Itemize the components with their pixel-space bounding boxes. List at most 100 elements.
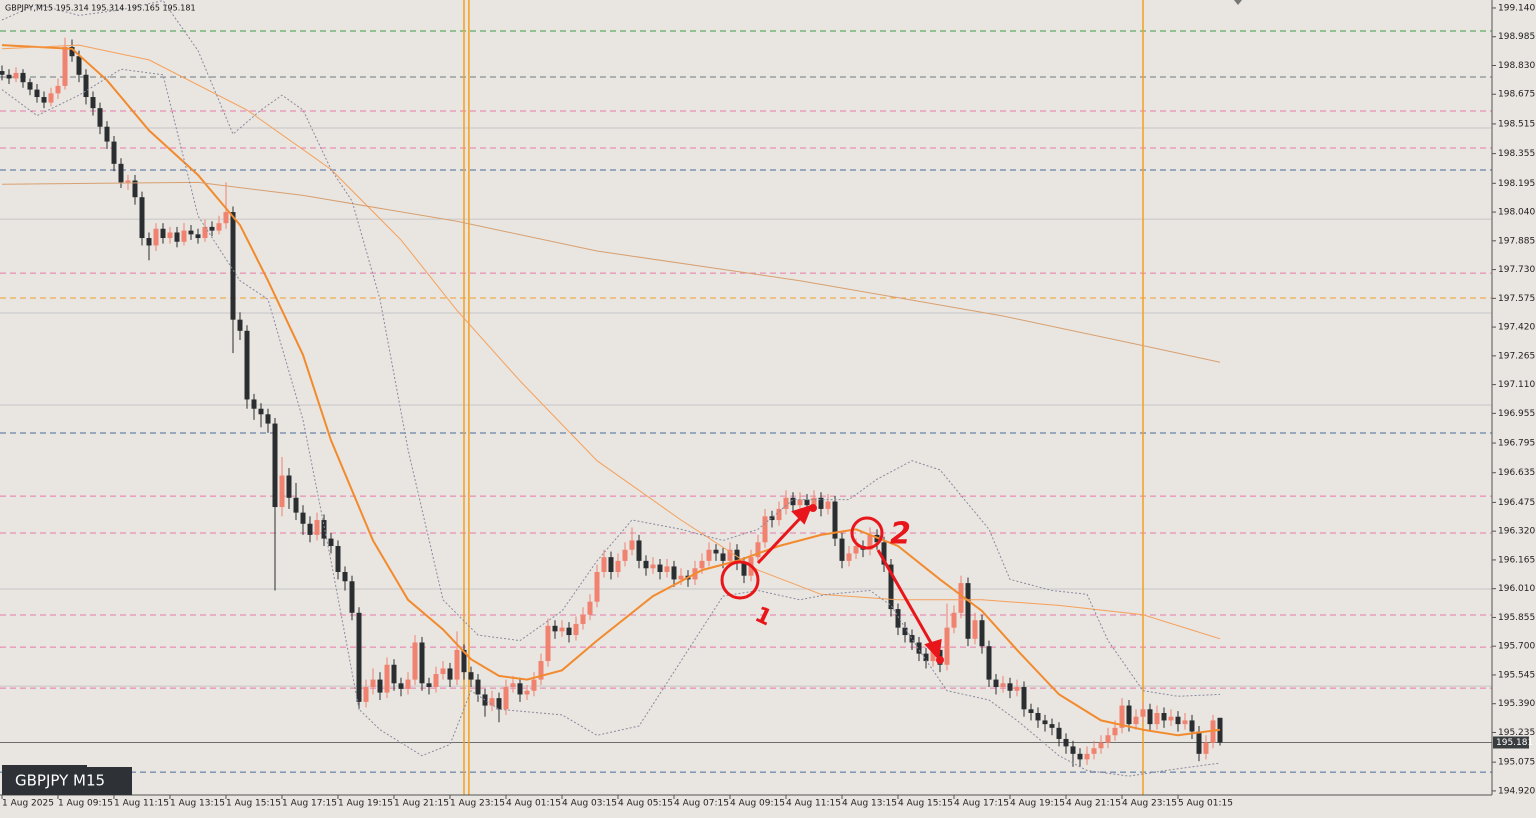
- candle-body: [902, 627, 908, 636]
- x-tick-label: 4 Aug 13:15: [842, 799, 897, 809]
- candle-body: [580, 614, 586, 624]
- candle-body: [489, 698, 495, 706]
- candle-body: [69, 46, 75, 57]
- candle-body: [888, 564, 894, 610]
- price-tag: [1493, 736, 1529, 749]
- candle-body: [230, 212, 236, 320]
- x-tick-label: 1 Aug 2025: [2, 799, 54, 809]
- candle-body: [1196, 731, 1202, 754]
- y-tick-label: 194.920: [1498, 786, 1535, 796]
- candle-body: [258, 408, 264, 415]
- candle-body: [195, 234, 201, 239]
- y-tick-label: 196.165: [1498, 555, 1535, 565]
- candle-body: [496, 698, 502, 710]
- candle-body: [251, 399, 257, 409]
- candle-body: [1119, 705, 1125, 728]
- candle-body: [104, 126, 110, 142]
- candle-body: [881, 542, 887, 565]
- axes: 199.140 198.985 198.830 198.675 198.515 198.3…: [1, 3, 1535, 809]
- candle-body: [1028, 709, 1034, 713]
- candle-body: [1007, 683, 1013, 691]
- candle-body: [202, 226, 208, 239]
- candle-body: [699, 560, 705, 569]
- candle-body: [125, 180, 131, 183]
- candle-body: [664, 566, 670, 572]
- candle-body: [853, 546, 859, 554]
- candle-body: [97, 108, 103, 127]
- x-tick-label: 1 Aug 13:15: [170, 799, 225, 809]
- y-tick-label: 198.515: [1498, 119, 1535, 129]
- candle-body: [727, 549, 733, 561]
- candle-body: [762, 516, 768, 543]
- candle-body: [55, 85, 61, 94]
- candle-body: [146, 238, 152, 246]
- candle-body: [510, 683, 516, 688]
- chart-header: GBPJPY,M15 195.314 195.314 195.165 195.1…: [5, 4, 196, 13]
- candle-body: [503, 687, 509, 710]
- indicator-line: [1, 44, 1221, 640]
- candle-body: [1091, 748, 1097, 754]
- candle-body: [237, 319, 243, 331]
- y-tick-label: 196.795: [1498, 439, 1535, 449]
- candle-body: [867, 534, 873, 550]
- annotation: 2: [890, 517, 911, 552]
- candle-body: [1175, 716, 1181, 725]
- candle-body: [174, 232, 180, 242]
- candle-body: [349, 581, 355, 613]
- x-tick-label: 1 Aug 17:15: [282, 799, 337, 809]
- candle-body: [440, 668, 446, 675]
- x-tick-label: 1 Aug 09:15: [58, 799, 113, 809]
- candle-body: [818, 497, 824, 509]
- candle-body: [363, 687, 369, 702]
- x-tick-label: 4 Aug 15:15: [898, 799, 953, 809]
- candle-body: [1147, 709, 1153, 725]
- candle-body: [13, 72, 19, 79]
- x-tick-label: 1 Aug 21:15: [394, 799, 449, 809]
- candle-body: [1035, 712, 1041, 721]
- circle-marker: [720, 560, 760, 600]
- candle-body: [90, 97, 96, 109]
- x-tick-label: 4 Aug 17:15: [954, 799, 1009, 809]
- candle-body: [1126, 705, 1132, 725]
- candle-body: [636, 540, 642, 561]
- candle-body: [286, 475, 292, 498]
- x-tick-label: 1 Aug 19:15: [338, 799, 393, 809]
- y-tick-label: 197.420: [1498, 323, 1535, 333]
- candle-body: [573, 623, 579, 636]
- x-tick-label: 4 Aug 05:15: [618, 799, 673, 809]
- candle-body: [1168, 716, 1174, 721]
- candle-body: [650, 564, 656, 569]
- candle-body: [944, 627, 950, 665]
- candle-body: [566, 627, 572, 636]
- candle-body: [419, 642, 425, 684]
- candle-body: [979, 620, 985, 647]
- y-tick-label: 198.195: [1498, 179, 1535, 189]
- candle-body: [552, 625, 558, 632]
- candle-body: [1161, 712, 1167, 721]
- candle-body: [468, 672, 474, 680]
- candle-body: [1049, 724, 1055, 728]
- y-tick-label: 195.545: [1498, 670, 1535, 680]
- candle-body: [398, 683, 404, 689]
- candle-body: [832, 501, 838, 539]
- y-tick-label: 195.235: [1498, 728, 1535, 738]
- candle-body: [76, 56, 82, 75]
- candle-body: [657, 564, 663, 572]
- arrow: [756, 510, 808, 565]
- candle-body: [1112, 727, 1118, 736]
- candle-body: [314, 520, 320, 535]
- candle-body: [181, 230, 187, 242]
- candle-body: [538, 661, 544, 680]
- candle-body: [916, 642, 922, 654]
- candle-body: [958, 583, 964, 613]
- arrow-head: [924, 638, 942, 661]
- candle-body: [713, 549, 719, 554]
- candle-body: [377, 679, 383, 693]
- candle-body: [531, 679, 537, 691]
- candle-body: [83, 74, 89, 98]
- candle-body: [741, 562, 747, 576]
- candle-body: [1133, 716, 1139, 725]
- candle-body: [0, 71, 5, 75]
- candle-body: [160, 228, 166, 239]
